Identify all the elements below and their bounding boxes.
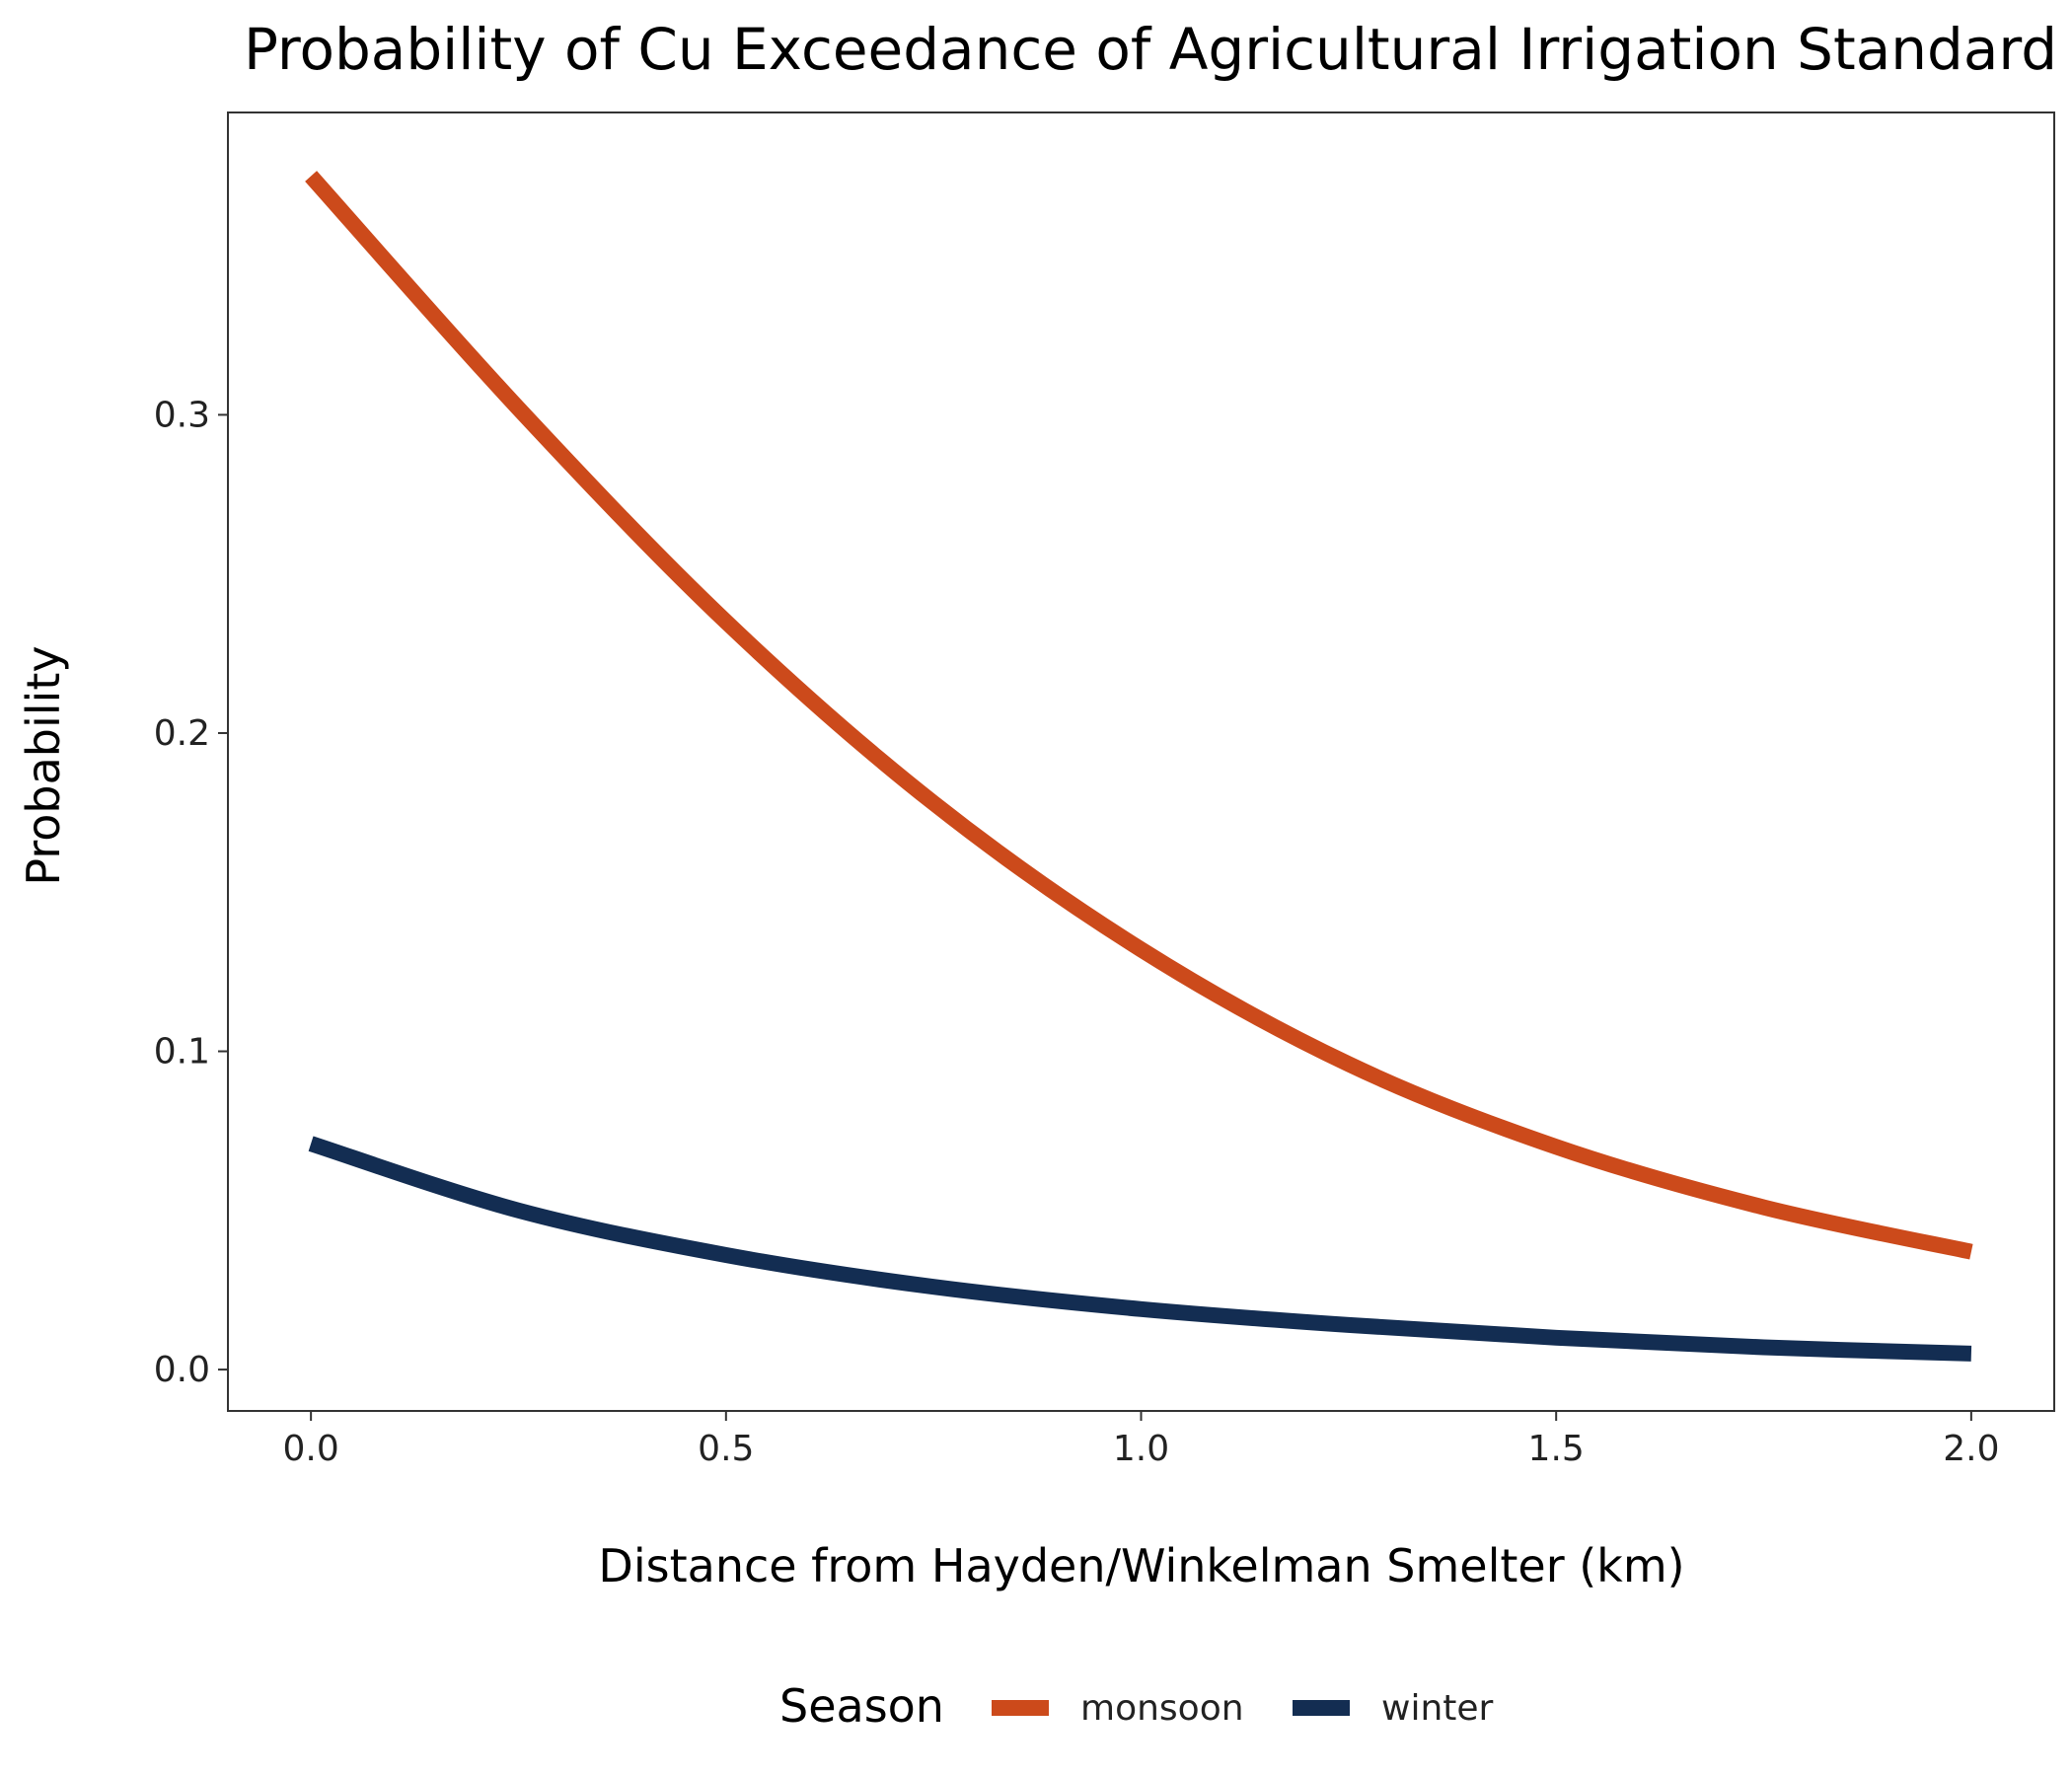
y-tick-label: 0.3 [154, 395, 210, 435]
legend-label-winter: winter [1381, 1688, 1494, 1729]
y-tick-label: 0.1 [154, 1032, 210, 1073]
y-tick-label: 0.0 [154, 1350, 210, 1390]
x-axis-title: Distance from Hayden/Winkelman Smelter (… [598, 1539, 1684, 1592]
x-tick-label: 1.0 [1113, 1429, 1169, 1469]
y-tick-label: 0.2 [154, 713, 210, 754]
legend-title: Season [779, 1679, 944, 1733]
x-axis: 0.0 0.5 1.0 1.5 2.0 [283, 1411, 1999, 1469]
legend-label-monsoon: monsoon [1080, 1688, 1244, 1729]
y-axis-title: Probability [17, 645, 70, 885]
x-tick-label: 0.0 [283, 1429, 339, 1469]
x-tick-label: 2.0 [1943, 1429, 1999, 1469]
series-line-winter [308, 1136, 1972, 1362]
x-tick-label: 0.5 [698, 1429, 754, 1469]
series-layer [305, 171, 1973, 1362]
series-line-monsoon [305, 171, 1973, 1260]
legend: Season monsoon winter [779, 1679, 1494, 1733]
chart-title: Probability of Cu Exceedance of Agricult… [244, 16, 2057, 83]
x-tick-label: 1.5 [1528, 1429, 1585, 1469]
y-axis: 0.0 0.1 0.2 0.3 [154, 395, 228, 1390]
plot-panel [227, 111, 2055, 1412]
